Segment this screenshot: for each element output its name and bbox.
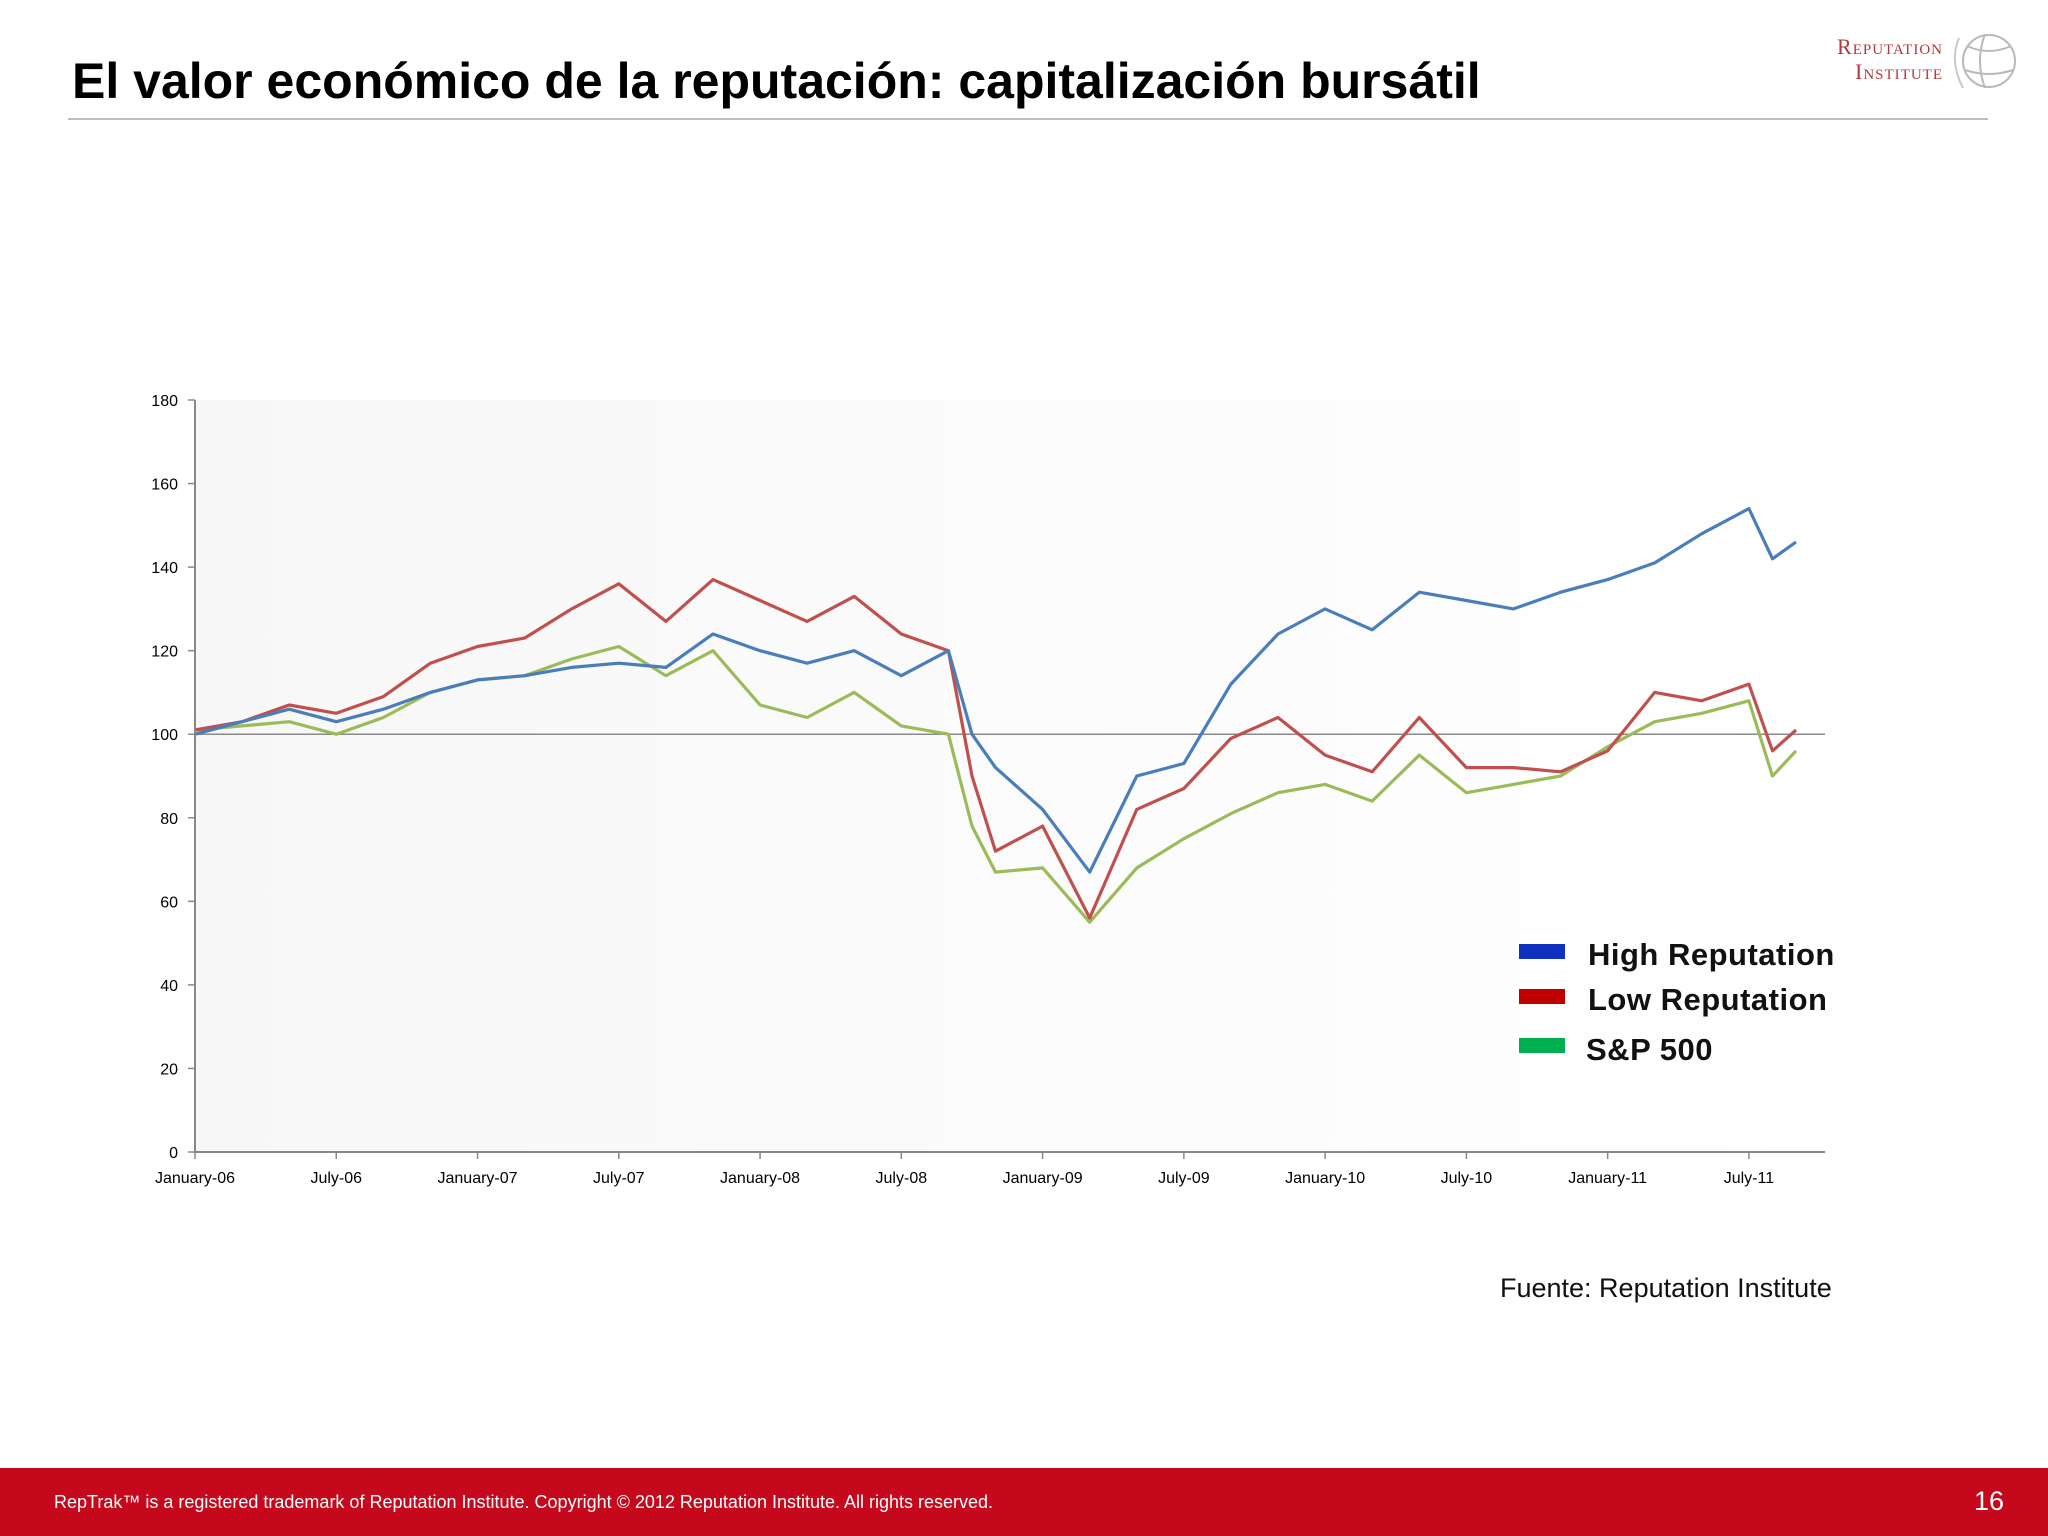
x-tick-label: January-11 — [1568, 1170, 1647, 1187]
x-tick-label: July-11 — [1724, 1170, 1774, 1187]
x-tick-label: July-06 — [310, 1170, 362, 1187]
series-line-high-reputation — [194, 507, 1797, 874]
y-tick-label: 140 — [151, 560, 178, 577]
legend-label-sp500: S&P 500 — [1586, 1032, 1714, 1067]
x-tick-label: January-09 — [1003, 1170, 1083, 1187]
legend-swatch-low-reputation — [1519, 989, 1565, 1004]
legend-swatch-sp500 — [1519, 1038, 1565, 1053]
page-number: 16 — [1973, 1486, 2004, 1516]
x-tick-label: January-07 — [438, 1170, 518, 1187]
y-tick-label: 160 — [151, 477, 178, 494]
footer-copyright: RepTrak™ is a registered trademark of Re… — [54, 1492, 994, 1512]
x-tick-label: January-08 — [720, 1170, 800, 1187]
x-tick-label: January-10 — [1285, 1170, 1365, 1187]
legend-label-low-reputation: Low Reputation — [1588, 982, 1828, 1017]
x-tick-label: July-09 — [1158, 1170, 1210, 1187]
y-tick-label: 80 — [160, 811, 178, 828]
y-tick-label: 100 — [151, 727, 178, 744]
logo-text-line1: Reputation — [1837, 34, 1943, 59]
logo-text-line2: Institute — [1855, 59, 1943, 84]
y-tick-label: 180 — [151, 393, 178, 410]
x-tick-label: July-07 — [593, 1170, 645, 1187]
y-tick-label: 20 — [160, 1061, 178, 1078]
legend-label-high-reputation: High Reputation — [1588, 937, 1835, 972]
footer-bar: RepTrak™ is a registered trademark of Re… — [0, 1468, 2048, 1536]
globe-icon — [1953, 33, 2016, 89]
slide-title: El valor económico de la reputación: cap… — [72, 53, 1481, 109]
x-tick-label: July-10 — [1441, 1170, 1493, 1187]
y-tick-label: 0 — [169, 1145, 178, 1162]
title-divider — [68, 118, 1988, 120]
legend-swatch-high-reputation — [1519, 944, 1565, 959]
x-tick-label: January-06 — [155, 1170, 235, 1187]
y-tick-label: 40 — [160, 978, 178, 995]
y-tick-label: 120 — [151, 644, 178, 661]
x-tick-label: July-08 — [876, 1170, 928, 1187]
series-line-low-reputation — [194, 577, 1798, 920]
reputation-institute-logo: Reputation Institute — [1806, 26, 2021, 96]
y-tick-label: 60 — [160, 894, 178, 911]
plot-area — [195, 400, 1825, 1152]
source-note: Fuente: Reputation Institute — [1500, 1273, 1832, 1303]
